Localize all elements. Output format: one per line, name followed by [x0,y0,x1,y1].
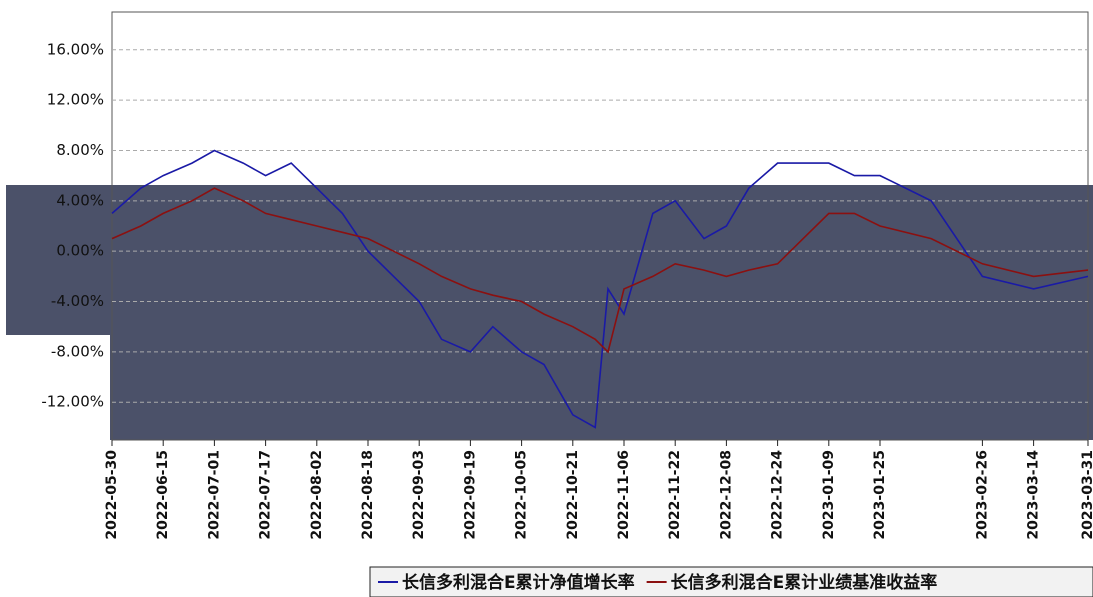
x-tick-label: 2022-05-30 [104,450,120,540]
plot-frame [111,11,1089,441]
series-line [111,187,1089,354]
y-tick-label: 8.00% [56,141,104,159]
x-tick-label: 2022-11-22 [667,450,683,540]
x-tick-label: 2022-07-17 [258,450,274,540]
plot-band [110,185,1093,440]
x-tick-label: 2022-09-03 [411,450,427,540]
x-tick-label: 2023-01-09 [821,450,837,540]
x-tick-label: 2022-08-18 [360,450,376,540]
x-tick-label: 2022-12-08 [718,450,734,540]
panel-left [6,185,110,335]
y-tick-label: -4.00% [51,292,104,310]
x-tick-label: 2022-06-15 [155,450,171,540]
series-line [111,149,1089,429]
y-tick-label: 12.00% [47,91,104,109]
x-tick-label: 2022-10-05 [514,450,530,540]
y-tick-label: -12.00% [41,393,104,411]
x-tick-label: 2022-10-21 [565,450,581,540]
x-tick-label: 2023-02-26 [974,450,990,540]
legend-label: 长信多利混合E累计净值增长率 [402,572,635,593]
x-tick-label: 2023-03-31 [1080,450,1093,540]
x-tick-label: 2022-08-02 [309,450,325,540]
y-tick-label: 16.00% [47,40,104,58]
x-tick-label: 2022-11-06 [616,450,632,540]
y-tick-label: 4.00% [56,191,104,209]
legend-box [369,566,1093,597]
x-tick-label: 2023-01-25 [872,450,888,540]
x-tick-label: 2022-12-24 [770,450,786,540]
x-tick-label: 2023-03-14 [1026,450,1042,540]
y-tick-label: 0.00% [56,242,104,260]
x-tick-label: 2022-07-01 [206,450,222,540]
legend-label: 长信多利混合E累计业绩基准收益率 [671,572,938,593]
x-tick-label: 2022-09-19 [462,450,478,540]
y-tick-label: -8.00% [51,342,104,360]
